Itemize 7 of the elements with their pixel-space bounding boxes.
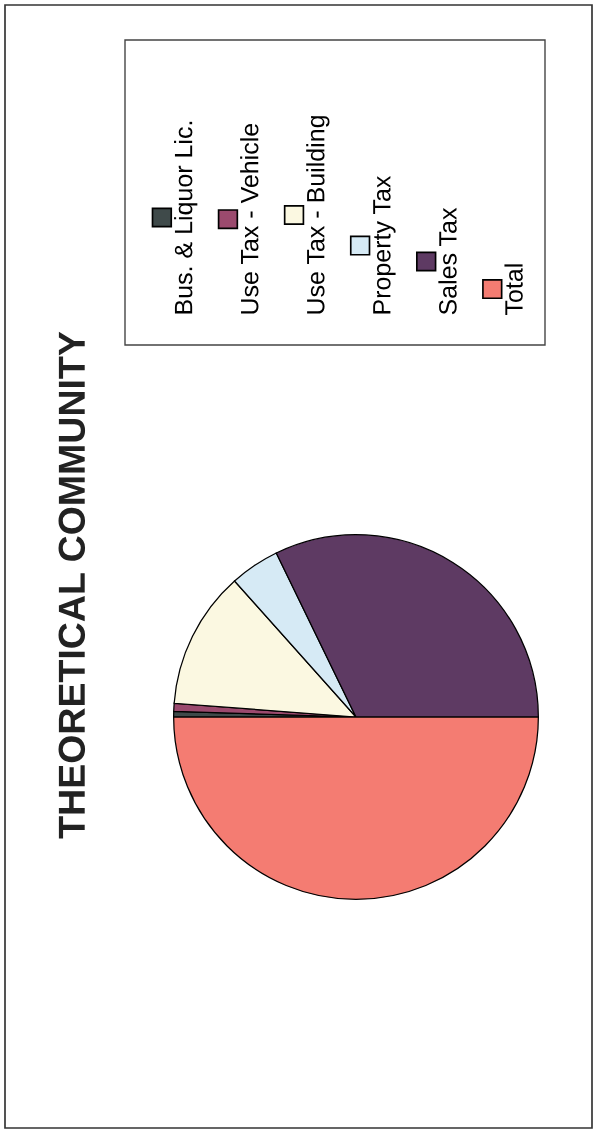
legend-label: Sales Tax [438, 207, 457, 315]
legend-label: Use Tax - Vehicle [240, 123, 259, 314]
legend-label: Bus. & Liquor Lic. [174, 121, 198, 314]
text: THEORETICAL COMMUNITY [58, 331, 86, 839]
legend-label: Use Tax - Building [306, 116, 330, 314]
legend-label: Total [504, 264, 523, 315]
legend-label: Property Tax [373, 175, 396, 314]
